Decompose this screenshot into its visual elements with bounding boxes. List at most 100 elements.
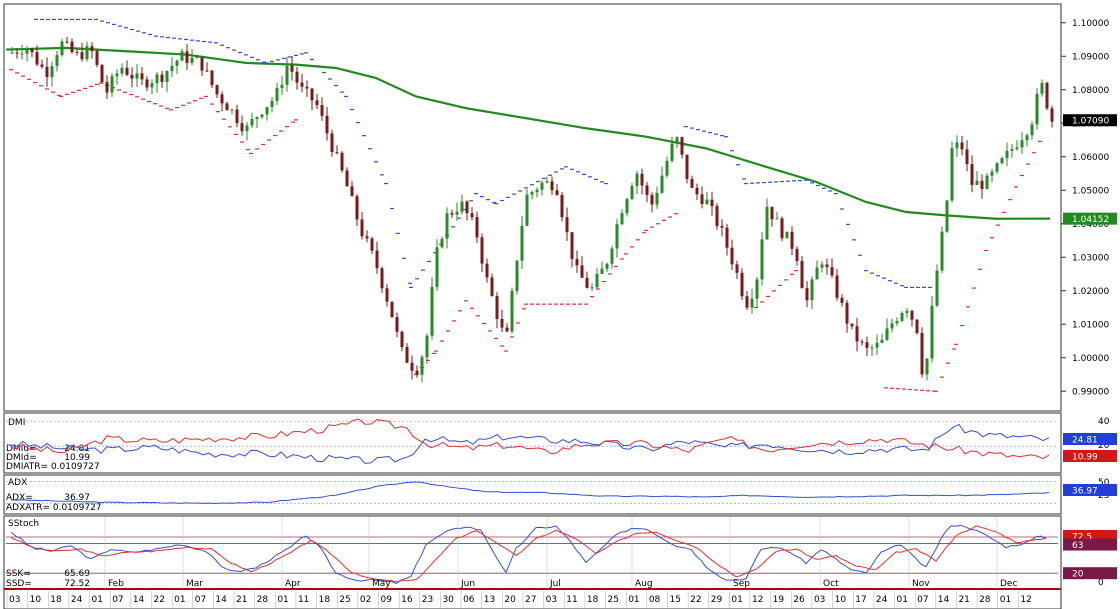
stoch-mid-badge: 63: [1072, 541, 1083, 551]
ma-value-badge: 1.04152: [1072, 215, 1109, 225]
price-tick-label-5: 1.05000: [1072, 186, 1109, 196]
candle-body: [1025, 135, 1029, 141]
dmi-down-badge-bg: [1063, 450, 1117, 462]
candle-body: [895, 320, 899, 324]
day-label: 14: [133, 595, 145, 605]
x-axis: Feb Mar Apr May Jun Jul Aug Sep Oct Nov Dec 03 10 18…: [3, 517, 1062, 609]
day-label: 10: [835, 595, 847, 605]
candle-body: [900, 312, 904, 321]
candle-body: [410, 362, 414, 371]
candle-body: [335, 152, 339, 154]
ssk-label: SSK=: [6, 569, 31, 579]
candle-body: [340, 152, 344, 171]
candle-body: [345, 170, 349, 187]
day-label: 26: [793, 595, 805, 605]
candle-body: [820, 264, 824, 268]
dmi-panel[interactable]: DMI DMIu= 24.81 DMId= 10.99 DMIATR= 0.01…: [3, 412, 1117, 474]
month-label-Oct: Oct: [823, 579, 839, 589]
candle-body: [720, 226, 724, 228]
candle-body: [660, 175, 664, 193]
price-tick-label-2: 1.08000: [1072, 86, 1109, 96]
candle-body: [960, 142, 964, 150]
candle-body: [890, 323, 894, 329]
candle-body: [520, 225, 524, 261]
ssd-value: 72.52: [64, 579, 90, 589]
candle-body: [95, 51, 99, 65]
stoch-mid-badge-bg: [1063, 538, 1117, 551]
ssd-line: [10, 525, 1047, 583]
candle-body: [390, 301, 394, 318]
candle-body: [25, 48, 29, 54]
day-label: 17: [855, 595, 866, 605]
candle-body: [930, 305, 934, 359]
dmi-down-badge: 10.99: [1072, 453, 1098, 463]
adx-label: ADX=: [6, 493, 33, 503]
candle-body: [285, 65, 289, 85]
candle-body: [175, 60, 179, 66]
candle-body: [30, 48, 34, 53]
candle-body: [765, 206, 769, 240]
candle-body: [75, 52, 79, 54]
sstoch-panel[interactable]: SStoch SSK= 65.69 SSD= 72.52 50 0 72.563…: [3, 515, 1117, 590]
candle-body: [585, 277, 589, 288]
day-label: 24: [876, 595, 888, 605]
day-label: 21: [958, 595, 969, 605]
candle-body: [775, 218, 779, 220]
day-label: 03: [546, 595, 557, 605]
candle-body: [770, 206, 774, 220]
candle-body: [445, 213, 449, 239]
day-label: 27: [525, 595, 536, 605]
candle-body: [385, 288, 389, 302]
candle-body: [795, 248, 799, 262]
month-label-Dec: Dec: [1000, 579, 1017, 589]
candle-body: [465, 201, 469, 214]
candle-body: [115, 73, 119, 77]
price-panel[interactable]: 1.100001.090001.080001.070001.060001.050…: [3, 3, 1117, 412]
candle-body: [705, 199, 709, 205]
dmi-up-value: 24.81: [64, 444, 90, 454]
day-label: 01: [92, 595, 103, 605]
candle-body: [685, 154, 689, 179]
candle-body: [150, 83, 154, 88]
day-label: 14: [215, 595, 227, 605]
candle-body: [905, 310, 909, 313]
candle-body: [695, 187, 699, 195]
candle-body: [570, 232, 574, 260]
candle-body: [55, 55, 59, 67]
dmi-down-label: DMId=: [6, 453, 37, 463]
candle-body: [975, 180, 979, 185]
candle-body: [10, 52, 14, 54]
month-label-Mar: Mar: [186, 579, 203, 589]
candle-body: [530, 192, 534, 195]
candle-body: [605, 263, 609, 269]
day-label: 14: [938, 595, 950, 605]
candle-body: [645, 185, 649, 195]
candle-body: [995, 163, 999, 172]
candle-body: [980, 180, 984, 189]
dmi-atr-label: DMIATR= 0.0109727: [6, 462, 100, 472]
candle-body: [190, 57, 194, 63]
dmi-up-badge: 24.81: [1072, 436, 1098, 446]
candle-body: [460, 201, 464, 212]
candle-body: [525, 194, 529, 226]
candle-body: [1020, 140, 1024, 148]
candle-body: [205, 70, 209, 72]
adx-panel[interactable]: ADX ADX= 36.97 ADXATR= 0.0109727 50 25 3…: [3, 474, 1117, 515]
candle-body: [320, 105, 324, 116]
candle-body: [50, 66, 54, 78]
candle-body: [140, 73, 144, 80]
adx-title: ADX: [8, 478, 27, 488]
day-label: 25: [608, 595, 619, 605]
candle-body: [1040, 82, 1044, 94]
candle-body: [970, 164, 974, 185]
day-label: 03: [814, 595, 825, 605]
day-label: 07: [917, 595, 928, 605]
candle-body: [600, 268, 604, 275]
day-label: 28: [979, 595, 991, 605]
ma-value-badge-bg: [1063, 212, 1117, 225]
month-label-Aug: Aug: [635, 579, 653, 589]
candle-body: [35, 52, 39, 65]
candle-body: [675, 137, 679, 144]
day-label: 03: [9, 595, 20, 605]
price-tick-label-10: 1.00000: [1072, 354, 1109, 364]
